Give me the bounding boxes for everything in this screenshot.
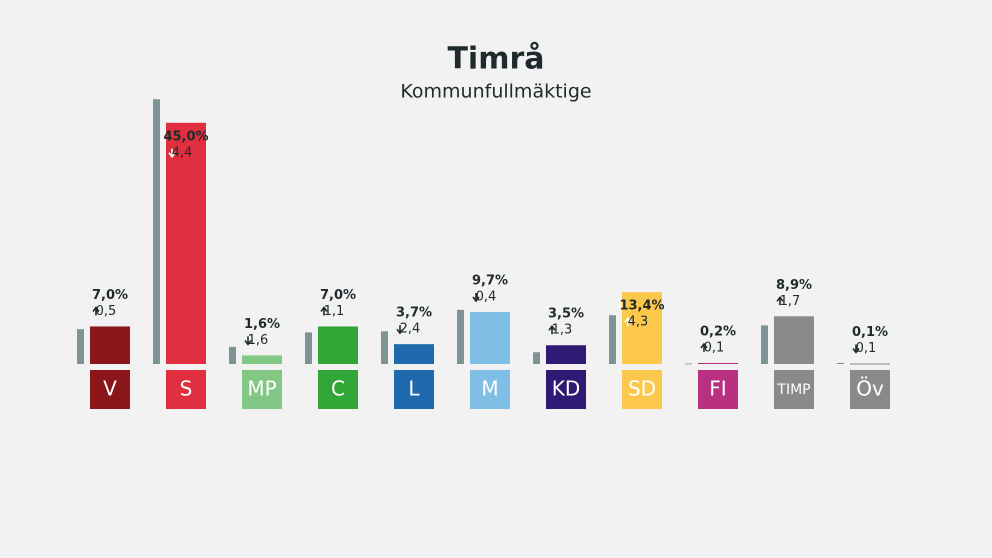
change-label: 4,3: [628, 315, 649, 330]
arrow-up: [548, 324, 556, 335]
arrow-up: [92, 306, 100, 316]
arrow-up: [624, 316, 632, 327]
change-label: 1,6: [248, 333, 269, 348]
value-label: 7,0%: [92, 288, 128, 303]
previous-bar: [153, 99, 160, 364]
arrow-down: [852, 344, 860, 354]
chart-subtitle: Kommunfullmäktige: [400, 81, 591, 103]
bar: [850, 363, 890, 365]
party-label: L: [408, 377, 420, 401]
previous-bar: [533, 352, 540, 364]
value-label: 9,7%: [472, 274, 508, 289]
previous-bar: [837, 362, 844, 364]
arrow-down: [244, 336, 252, 346]
party-label: KD: [552, 377, 581, 401]
bar: [242, 355, 282, 364]
previous-bar: [457, 309, 464, 364]
party-box: [470, 370, 510, 409]
party-label: FI: [709, 377, 726, 401]
arrow-up: [700, 342, 708, 352]
value-label: 7,0%: [320, 288, 356, 303]
previous-bar: [229, 346, 236, 364]
bar: [622, 292, 662, 364]
chart-title: Timrå: [447, 41, 544, 77]
party-box: [318, 370, 358, 409]
party-label: MP: [247, 377, 276, 401]
party-box: [242, 370, 282, 409]
previous-bar: [381, 331, 388, 364]
party-box: [774, 370, 814, 409]
change-label: 1,3: [552, 323, 573, 338]
arrow-down: [168, 148, 176, 159]
previous-bar: [609, 315, 616, 364]
bar: [90, 326, 130, 364]
value-label: 3,5%: [548, 307, 584, 322]
party-box: [622, 370, 662, 409]
party-label: TIMP: [776, 382, 810, 398]
previous-bar: [685, 363, 692, 365]
party-label: SD: [628, 377, 656, 401]
party-label: V: [103, 377, 117, 401]
party-box: [166, 370, 206, 409]
change-label: 2,4: [400, 322, 421, 337]
previous-bar: [761, 325, 768, 364]
party-box: [394, 370, 434, 409]
value-label: 13,4%: [619, 299, 664, 314]
bar: [394, 344, 434, 364]
change-label: 0,5: [96, 304, 117, 319]
arrow-down: [472, 293, 480, 303]
bar: [546, 345, 586, 364]
bar: [318, 326, 358, 364]
value-label: 0,2%: [700, 324, 736, 339]
change-label: 1,1: [324, 304, 345, 319]
party-box: [850, 370, 890, 409]
change-label: 1,7: [780, 294, 801, 309]
value-label: 1,6%: [244, 317, 280, 332]
party-label: M: [481, 377, 498, 401]
party-label: C: [331, 377, 345, 401]
arrow-up: [776, 295, 784, 306]
value-label: 3,7%: [396, 306, 432, 321]
arrow-down: [396, 325, 404, 335]
arrow-up: [320, 306, 328, 316]
value-label: 0,1%: [852, 325, 888, 340]
bar: [166, 122, 206, 364]
value-label: 8,9%: [776, 278, 812, 293]
change-label: 0,1: [704, 340, 725, 355]
change-label: 0,4: [476, 290, 497, 305]
bar: [698, 362, 738, 364]
party-box: [546, 370, 586, 409]
party-box: [90, 370, 130, 409]
party-label: S: [180, 377, 193, 401]
change-label: 4,4: [172, 145, 193, 160]
previous-bar: [77, 329, 84, 364]
change-label: 0,1: [856, 341, 877, 356]
bar: [774, 316, 814, 364]
previous-bar: [305, 332, 312, 364]
bar: [470, 312, 510, 364]
value-label: 45,0%: [163, 129, 208, 144]
party-label: Öv: [856, 377, 884, 401]
party-box: [698, 370, 738, 409]
